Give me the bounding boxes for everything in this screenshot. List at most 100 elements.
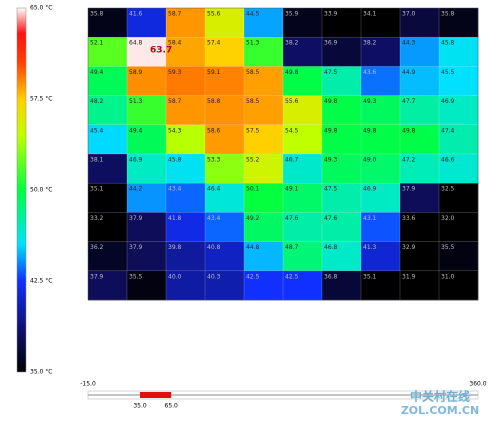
scale-label: 42.5 °C bbox=[30, 278, 52, 285]
thermal-cell bbox=[244, 241, 284, 272]
thermal-cell bbox=[361, 124, 401, 155]
thermal-cell bbox=[361, 270, 401, 301]
thermal-cell bbox=[127, 270, 167, 301]
thermal-cell bbox=[166, 154, 206, 184]
thermal-cell bbox=[361, 241, 401, 272]
cell-reading: 51.3 bbox=[129, 98, 143, 105]
thermal-cell bbox=[283, 183, 323, 213]
thermal-cell bbox=[88, 124, 128, 155]
thermal-cell bbox=[439, 66, 479, 96]
cell-reading: 45.4 bbox=[90, 127, 104, 134]
cell-reading: 58.6 bbox=[207, 127, 221, 134]
thermal-cell bbox=[322, 183, 362, 213]
cell-reading: 31.0 bbox=[441, 273, 455, 280]
cell-reading: 59.1 bbox=[207, 69, 221, 76]
cell-reading: 45.8 bbox=[168, 157, 182, 164]
cell-reading: 47.6 bbox=[324, 215, 338, 222]
cell-reading: 46.6 bbox=[441, 157, 455, 164]
thermal-cell bbox=[244, 8, 284, 38]
cell-reading: 43.1 bbox=[363, 215, 377, 222]
color-scale bbox=[16, 7, 27, 373]
cell-reading: 38.2 bbox=[363, 40, 377, 47]
thermal-cell bbox=[439, 95, 479, 126]
thermal-cell bbox=[88, 66, 128, 96]
thermal-cell bbox=[400, 37, 440, 67]
slider-range[interactable] bbox=[140, 392, 172, 398]
thermal-cell bbox=[361, 154, 401, 184]
cell-reading: 39.8 bbox=[168, 244, 182, 251]
thermal-cell bbox=[166, 212, 206, 242]
cell-reading: 35.1 bbox=[90, 186, 104, 193]
thermal-cell bbox=[205, 154, 245, 184]
cell-reading: 33.9 bbox=[324, 11, 338, 18]
cell-reading: 33.6 bbox=[402, 215, 416, 222]
thermal-cell bbox=[400, 8, 440, 38]
cell-reading: 46.9 bbox=[129, 157, 143, 164]
thermal-cell bbox=[88, 241, 128, 272]
cell-reading: 49.8 bbox=[402, 127, 416, 134]
cell-reading: 59.3 bbox=[168, 69, 182, 76]
cell-reading: 58.5 bbox=[246, 69, 260, 76]
thermal-cell bbox=[400, 124, 440, 155]
cell-reading: 40.8 bbox=[207, 244, 221, 251]
cell-reading: 35.9 bbox=[285, 11, 299, 18]
cell-reading: 47.5 bbox=[324, 69, 338, 76]
cell-reading: 36.8 bbox=[324, 273, 338, 280]
watermark-url: ZOL.COM.CN bbox=[401, 404, 479, 417]
cell-reading: 54.3 bbox=[168, 127, 182, 134]
cell-reading: 47.2 bbox=[402, 157, 416, 164]
cell-reading: 49.0 bbox=[363, 157, 377, 164]
thermal-cell bbox=[439, 241, 479, 272]
thermal-cell bbox=[244, 37, 284, 67]
cell-reading: 64.8 bbox=[129, 40, 143, 47]
thermal-cell bbox=[439, 154, 479, 184]
thermal-cell bbox=[400, 183, 440, 213]
thermal-cell bbox=[361, 66, 401, 96]
thermal-cell bbox=[127, 154, 167, 184]
thermal-cell bbox=[322, 37, 362, 67]
cell-reading: 33.2 bbox=[90, 215, 104, 222]
thermal-cell bbox=[244, 124, 284, 155]
cell-reading: 47.5 bbox=[324, 186, 338, 193]
cell-reading: 37.9 bbox=[402, 186, 416, 193]
cell-reading: 37.9 bbox=[129, 215, 143, 222]
cell-reading: 58.8 bbox=[207, 98, 221, 105]
thermal-cell bbox=[205, 66, 245, 96]
thermal-cell bbox=[361, 95, 401, 126]
cell-reading: 49.8 bbox=[324, 127, 338, 134]
thermal-cell bbox=[88, 270, 128, 301]
cell-reading: 40.0 bbox=[168, 273, 182, 280]
cell-reading: 35.5 bbox=[441, 244, 455, 251]
cell-reading: 35.8 bbox=[441, 11, 455, 18]
thermal-cell bbox=[88, 212, 128, 242]
cell-reading: 49.8 bbox=[363, 127, 377, 134]
cell-reading: 48.2 bbox=[90, 98, 104, 105]
thermal-cell bbox=[244, 95, 284, 126]
thermal-cell bbox=[205, 270, 245, 301]
slider-high: 65.0 bbox=[165, 403, 179, 410]
cell-reading: 35.1 bbox=[363, 273, 377, 280]
cell-reading: 46.4 bbox=[207, 186, 221, 193]
thermal-cell bbox=[127, 183, 167, 213]
slider-frame bbox=[87, 390, 479, 400]
cell-reading: 48.7 bbox=[285, 244, 299, 251]
thermal-cell bbox=[283, 37, 323, 67]
slider-min: -15.0 bbox=[80, 381, 96, 388]
thermal-cell bbox=[361, 212, 401, 242]
thermal-cell bbox=[205, 183, 245, 213]
cell-reading: 57.5 bbox=[246, 127, 260, 134]
thermal-cell bbox=[439, 270, 479, 301]
cell-reading: 38.2 bbox=[285, 40, 299, 47]
cell-reading: 43.4 bbox=[207, 215, 221, 222]
cell-reading: 51.3 bbox=[246, 40, 260, 47]
thermal-cell bbox=[205, 8, 245, 38]
thermal-cell bbox=[127, 95, 167, 126]
thermal-cell bbox=[88, 183, 128, 213]
thermal-cell bbox=[400, 241, 440, 272]
cell-reading: 44.3 bbox=[402, 40, 416, 47]
cell-reading: 54.5 bbox=[285, 127, 299, 134]
cell-reading: 44.2 bbox=[129, 186, 143, 193]
scale-label: 50.0 °C bbox=[30, 187, 52, 194]
cell-reading: 49.8 bbox=[324, 98, 338, 105]
thermal-cell bbox=[439, 183, 479, 213]
